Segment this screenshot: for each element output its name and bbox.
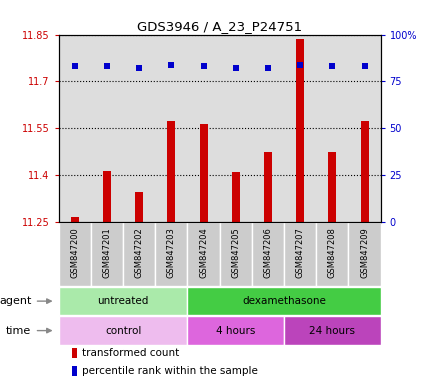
FancyBboxPatch shape [59, 287, 187, 315]
Point [168, 61, 174, 68]
Bar [296, 39, 303, 222]
Text: dexamethasone: dexamethasone [242, 296, 325, 306]
Bar [199, 124, 207, 222]
FancyBboxPatch shape [283, 222, 316, 286]
FancyBboxPatch shape [59, 316, 187, 345]
Text: control: control [105, 326, 141, 336]
FancyBboxPatch shape [251, 222, 283, 286]
FancyBboxPatch shape [155, 222, 187, 286]
Text: GSM847203: GSM847203 [167, 228, 175, 278]
Point [71, 63, 78, 70]
Text: GSM847201: GSM847201 [102, 228, 111, 278]
FancyBboxPatch shape [187, 316, 283, 345]
FancyBboxPatch shape [316, 222, 348, 286]
Text: agent: agent [0, 296, 31, 306]
Point [360, 63, 367, 70]
Text: GSM847200: GSM847200 [70, 228, 79, 278]
Bar [167, 121, 175, 222]
Bar [360, 121, 368, 222]
Bar [328, 152, 335, 222]
FancyBboxPatch shape [59, 222, 91, 286]
Point [232, 65, 239, 71]
Text: transformed count: transformed count [82, 348, 179, 358]
Text: GSM847207: GSM847207 [295, 228, 304, 278]
Text: 4 hours: 4 hours [216, 326, 255, 336]
FancyBboxPatch shape [123, 222, 155, 286]
Text: GSM847208: GSM847208 [327, 228, 336, 278]
Bar [135, 192, 143, 222]
Text: GSM847205: GSM847205 [231, 228, 240, 278]
Point [264, 65, 271, 71]
Point [296, 61, 303, 68]
FancyBboxPatch shape [91, 222, 123, 286]
Text: GSM847209: GSM847209 [359, 228, 368, 278]
FancyBboxPatch shape [219, 222, 251, 286]
Point [135, 65, 142, 71]
FancyBboxPatch shape [283, 316, 380, 345]
Point [103, 63, 110, 70]
Bar [263, 152, 271, 222]
Bar [72, 366, 77, 376]
Text: GSM847202: GSM847202 [135, 228, 143, 278]
Text: GSM847204: GSM847204 [199, 228, 207, 278]
Bar [71, 217, 79, 222]
FancyBboxPatch shape [187, 222, 219, 286]
FancyBboxPatch shape [187, 287, 380, 315]
Title: GDS3946 / A_23_P24751: GDS3946 / A_23_P24751 [137, 20, 302, 33]
FancyBboxPatch shape [348, 222, 380, 286]
Bar [103, 170, 111, 222]
Text: GSM847206: GSM847206 [263, 228, 272, 278]
Bar [72, 348, 77, 358]
Text: 24 hours: 24 hours [309, 326, 355, 336]
Point [200, 63, 207, 70]
Text: percentile rank within the sample: percentile rank within the sample [82, 366, 257, 376]
Text: untreated: untreated [97, 296, 148, 306]
Point [328, 63, 335, 70]
Bar [231, 172, 239, 222]
Text: time: time [6, 326, 31, 336]
